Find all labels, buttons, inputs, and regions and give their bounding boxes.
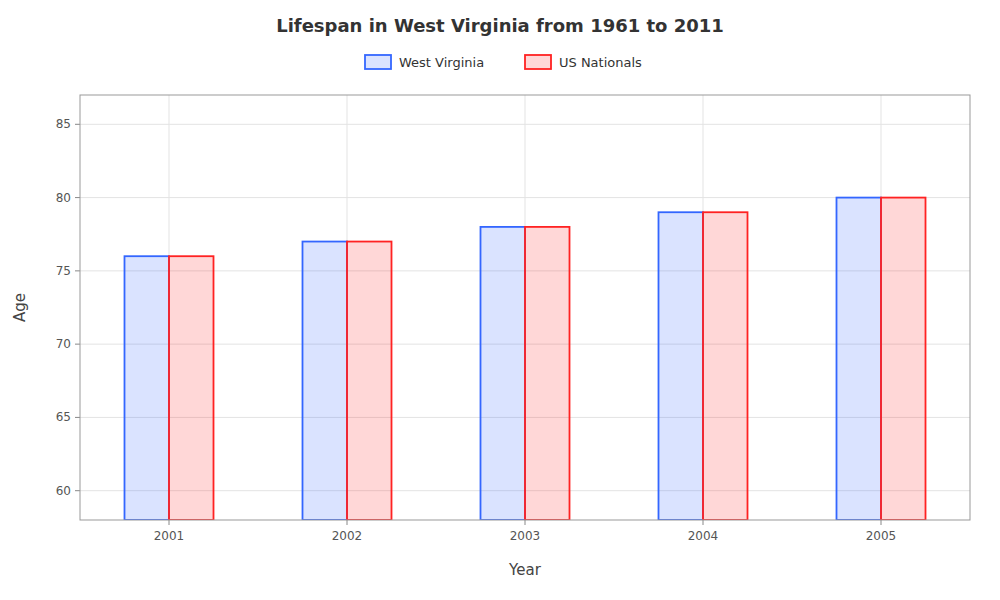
y-axis-label: Age (11, 293, 29, 322)
x-tick (525, 520, 526, 525)
plot-frame (80, 95, 970, 520)
bar (659, 212, 704, 520)
title: Lifespan in West Virginia from 1961 to 2… (276, 15, 724, 36)
bar (703, 212, 748, 520)
legend-swatch (365, 55, 391, 69)
y-tick (75, 344, 80, 345)
y-tick (75, 197, 80, 198)
chart-svg: 60 65 70 75 80 85 2001 2002 2003 2004 2005 Lifespan… (0, 0, 1000, 600)
legend: West Virginia US Nationals (365, 55, 642, 70)
y-tick (75, 490, 80, 491)
bar (347, 242, 392, 520)
y-tick (75, 124, 80, 125)
y-tick-label: 75 (56, 264, 71, 278)
bar (837, 198, 882, 520)
grid (80, 95, 970, 520)
y-tick-label: 70 (56, 337, 71, 351)
x-tick-label: 2004 (688, 529, 719, 543)
bars (125, 198, 926, 520)
bar (169, 256, 214, 520)
x-tick-label: 2003 (510, 529, 541, 543)
y-tick-label: 85 (56, 117, 71, 131)
bar (481, 227, 526, 520)
bar (303, 242, 348, 520)
x-tick-label: 2002 (332, 529, 363, 543)
legend-swatch (525, 55, 551, 69)
x-tick (169, 520, 170, 525)
legend-label: US Nationals (559, 55, 642, 70)
y-tick (75, 270, 80, 271)
page: {"chart_data": {"type": "bar", "title": … (0, 0, 1000, 600)
y-tick-label: 80 (56, 191, 71, 205)
x-tick (881, 520, 882, 525)
x-tick-label: 2005 (866, 529, 897, 543)
legend-label: West Virginia (399, 55, 484, 70)
bar (881, 198, 926, 520)
chart-container: 60 65 70 75 80 85 2001 2002 2003 2004 2005 Lifespan… (0, 0, 1000, 600)
x-axis-label: Year (508, 561, 542, 579)
bar (125, 256, 170, 520)
x-tick (347, 520, 348, 525)
x-tick (703, 520, 704, 525)
bar (525, 227, 570, 520)
x-tick-label: 2001 (154, 529, 185, 543)
y-tick-label: 60 (56, 484, 71, 498)
y-tick (75, 417, 80, 418)
y-tick-label: 65 (56, 410, 71, 424)
